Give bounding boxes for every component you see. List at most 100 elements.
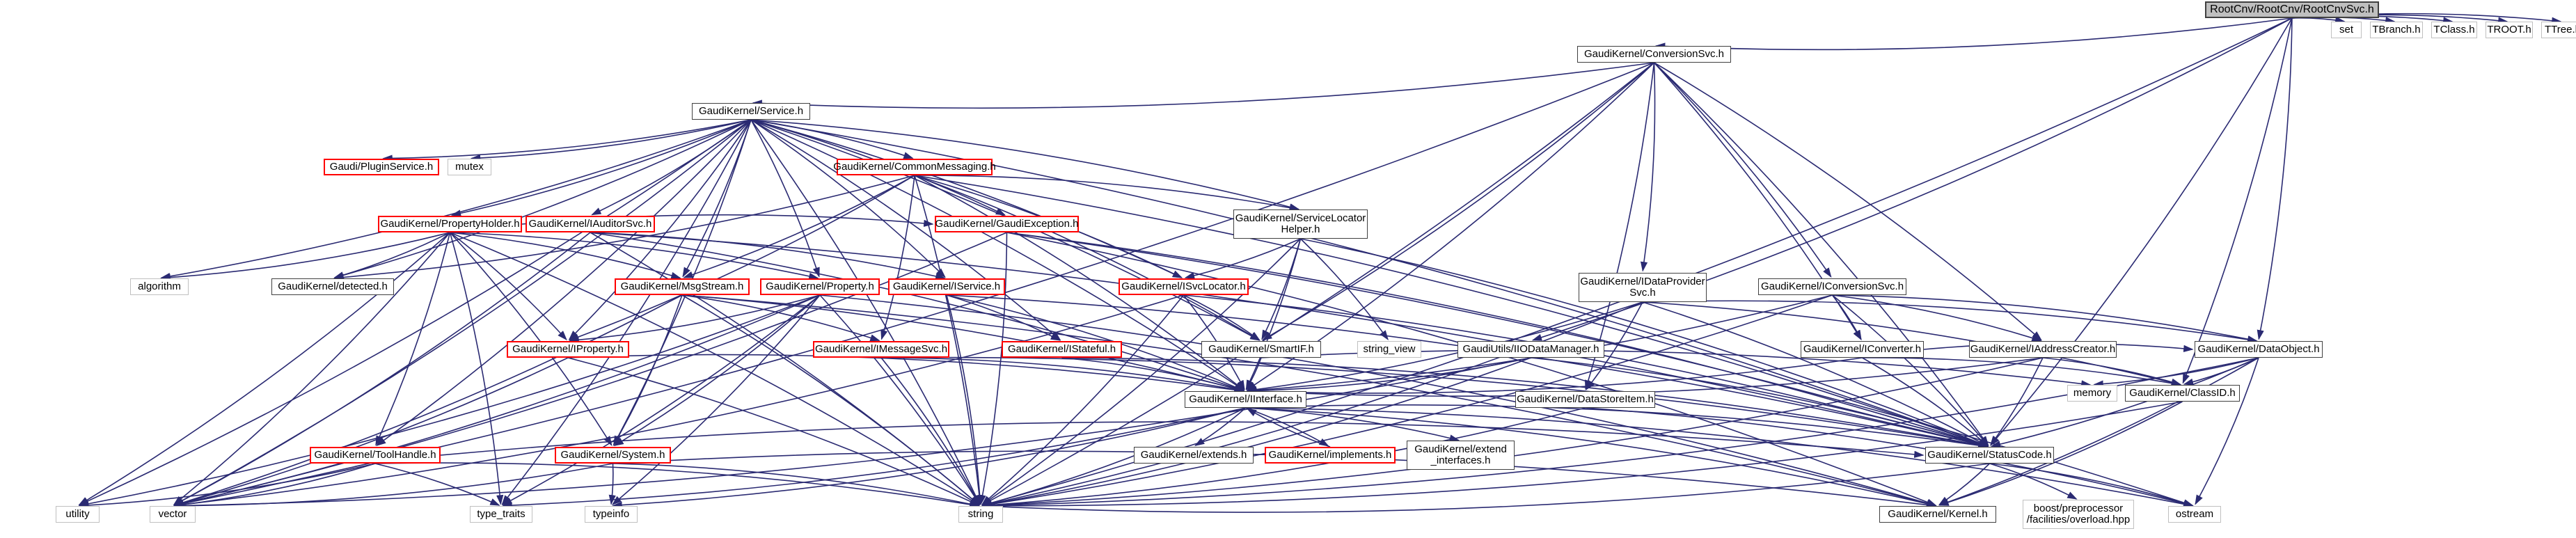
graph-node-iauditorsvc[interactable]: GaudiKernel/IAuditorSvc.h (526, 216, 655, 232)
graph-edge-root-to-string (981, 17, 2293, 507)
graph-node-implements[interactable]: GaudiKernel/implements.h (1265, 447, 1396, 464)
graph-node-mutex[interactable]: mutex (448, 159, 491, 175)
graph-edge-iinterface-to-typeinfo (612, 407, 1246, 509)
graph-edge-iconversionsvc-to-dataobject (1832, 294, 2258, 343)
graph-node-imessagesvc[interactable]: GaudiKernel/IMessageSvc.h (813, 341, 949, 358)
graph-node-iproperty[interactable]: GaudiKernel/IProperty.h (507, 341, 629, 358)
graph-node-detected[interactable]: GaudiKernel/detected.h (271, 278, 394, 295)
graph-edge-statuscode-to-boost_overload (1989, 463, 2078, 500)
graph-node-algorithm[interactable]: algorithm (130, 278, 189, 295)
graph-node-service[interactable]: GaudiKernel/Service.h (692, 103, 810, 120)
graph-node-conversionsvc[interactable]: GaudiKernel/ConversionSvc.h (1577, 46, 1731, 63)
graph-node-memory[interactable]: memory (2067, 385, 2117, 402)
graph-edge-service-to-iproperty (568, 119, 752, 340)
graph-edge-service-to-toolhandle (376, 119, 752, 446)
graph-edge-servicelocator-to-statuscode (1300, 238, 1989, 447)
graph-node-iconversionsvc[interactable]: GaudiKernel/IConversionSvc.h (1758, 278, 1906, 295)
graph-node-istateful[interactable]: GaudiKernel/IStateful.h (1002, 341, 1122, 358)
graph-node-smartif[interactable]: GaudiKernel/SmartIF.h (1201, 341, 1321, 358)
graph-edge-iproperty-to-iinterface (567, 354, 1245, 394)
graph-node-kernel[interactable]: GaudiKernel/Kernel.h (1879, 506, 1996, 523)
graph-node-tbranch[interactable]: TBranch.h (2370, 22, 2423, 38)
graph-edge-isvclocator-to-vector (173, 294, 1184, 509)
graph-edge-iauditorsvc-to-vector (173, 232, 591, 506)
graph-node-propertyholder[interactable]: GaudiKernel/PropertyHolder.h (378, 216, 522, 232)
graph-node-commonmessaging[interactable]: GaudiKernel/CommonMessaging.h (833, 159, 996, 175)
graph-node-idataprovidersvc[interactable]: GaudiKernel/IDataProvider Svc.h (1579, 273, 1707, 302)
graph-node-isvclocator[interactable]: GaudiKernel/ISvcLocator.h (1119, 278, 1249, 295)
graph-edge-iodatamanager-to-string (981, 357, 1531, 508)
graph-edge-iodatamanager-to-iinterface (1246, 357, 1531, 395)
graph-node-tclass[interactable]: TClass.h (2431, 22, 2477, 38)
graph-edge-istateful-to-iinterface (1061, 357, 1245, 393)
graph-node-property[interactable]: GaudiKernel/Property.h (760, 278, 880, 295)
graph-node-system[interactable]: GaudiKernel/System.h (555, 447, 671, 464)
graph-node-iconverter[interactable]: GaudiKernel/IConverter.h (1801, 341, 1924, 358)
graph-edge-isvclocator-to-iinterface (1183, 294, 1245, 390)
graph-edge-propertyholder-to-string (450, 232, 980, 506)
graph-node-string[interactable]: string (958, 506, 1003, 523)
graph-edge-system-to-string (613, 463, 980, 508)
graph-edge-iaddresscreator-to-string (981, 357, 2044, 509)
graph-edge-service-to-istateful (750, 119, 1061, 341)
graph-node-msgstream[interactable]: GaudiKernel/MsgStream.h (615, 278, 750, 295)
graph-edge-msgstream-to-string (681, 294, 980, 506)
graph-edge-service-to-detected (333, 119, 752, 279)
graph-edge-property-to-vector (173, 294, 821, 507)
graph-node-typeinfo[interactable]: typeinfo (585, 506, 638, 523)
graph-node-pluginservice[interactable]: Gaudi/PluginService.h (324, 159, 439, 175)
graph-edge-msgstream-to-kernel (681, 294, 1937, 507)
graph-edge-propertyholder-to-algorithm (160, 232, 450, 281)
graph-node-ostream[interactable]: ostream (2168, 506, 2221, 523)
graph-edge-servicelocator-to-iinterface (1245, 238, 1302, 390)
graph-edge-service-to-iservice (750, 119, 946, 278)
graph-edge-isvclocator-to-smartif (1183, 294, 1261, 341)
graph-node-utility[interactable]: utility (56, 506, 100, 523)
graph-node-statuscode[interactable]: GaudiKernel/StatusCode.h (1925, 447, 2054, 464)
graph-edge-iinterface-to-string (981, 407, 1246, 507)
graph-edge-property-to-system (613, 294, 821, 447)
graph-node-boost_overload[interactable]: boost/preprocessor /facilities/overload.… (2023, 500, 2134, 529)
graph-node-extend_interfaces[interactable]: GaudiKernel/extend _interfaces.h (1407, 441, 1515, 470)
graph-edge-iaddresscreator-to-classid (2042, 357, 2182, 386)
graph-edge-toolhandle-to-string (374, 462, 980, 508)
graph-edge-iproperty-to-string (567, 357, 980, 506)
graph-node-troot[interactable]: TROOT.h (2486, 22, 2533, 38)
graph-edge-property-to-utility (78, 294, 821, 507)
graph-node-ttree[interactable]: TTree.h (2541, 22, 2576, 38)
graph-node-iaddresscreator[interactable]: GaudiKernel/IAddressCreator.h (1969, 341, 2117, 358)
graph-edge-isvclocator-to-string (981, 294, 1185, 505)
graph-node-type_traits[interactable]: type_traits (470, 506, 532, 523)
graph-edge-statuscode-to-string (981, 463, 1990, 513)
graph-node-iservice[interactable]: GaudiKernel/IService.h (888, 278, 1005, 295)
graph-edge-commonmessaging-to-detected (333, 175, 915, 281)
graph-edge-iservice-to-iinterface (946, 294, 1245, 391)
graph-node-toolhandle[interactable]: GaudiKernel/ToolHandle.h (310, 447, 441, 464)
graph-node-string_view[interactable]: string_view (1357, 341, 1421, 358)
graph-edge-implements-to-iinterface (1246, 408, 1331, 448)
graph-edge-iconverter-to-statuscode (1862, 357, 1989, 447)
graph-node-vector[interactable]: vector (150, 506, 196, 523)
graph-node-root[interactable]: RootCnv/RootCnv/RootCnvSvc.h (2205, 1, 2379, 18)
graph-node-dataobject[interactable]: GaudiKernel/DataObject.h (2195, 341, 2323, 358)
graph-node-iinterface[interactable]: GaudiKernel/IInterface.h (1185, 391, 1306, 408)
graph-edge-iconversionsvc-to-iaddresscreator (1832, 294, 2042, 342)
graph-node-iodatamanager[interactable]: GaudiUtils/IIODataManager.h (1457, 341, 1604, 358)
graph-node-servicelocator[interactable]: GaudiKernel/ServiceLocator Helper.h (1233, 209, 1368, 239)
graph-edge-property-to-typeinfo (611, 294, 821, 505)
graph-node-classid[interactable]: GaudiKernel/ClassID.h (2125, 385, 2240, 402)
graph-edge-system-to-typeinfo (608, 463, 616, 505)
graph-node-set[interactable]: set (2331, 22, 2362, 38)
graph-edge-conversionsvc-to-statuscode (1653, 62, 1989, 446)
graph-edge-msgstream-to-iinterface (681, 294, 1245, 393)
graph-edge-iconverter-to-iinterface (1246, 357, 1863, 395)
graph-node-datastoreitem[interactable]: GaudiKernel/DataStoreItem.h (1515, 391, 1655, 408)
graph-node-gaudiexception[interactable]: GaudiKernel/GaudiException.h (935, 216, 1079, 232)
graph-edge-propertyholder-to-property (450, 232, 819, 280)
graph-edge-conversionsvc-to-service (752, 62, 1654, 109)
graph-edge-idataprovidersvc-to-dataobject (1642, 300, 2258, 343)
graph-edge-service-to-iinterface (750, 119, 1245, 391)
graph-edge-commonmessaging-to-iproperty (569, 175, 915, 341)
graph-node-extends[interactable]: GaudiKernel/extends.h (1134, 447, 1254, 464)
